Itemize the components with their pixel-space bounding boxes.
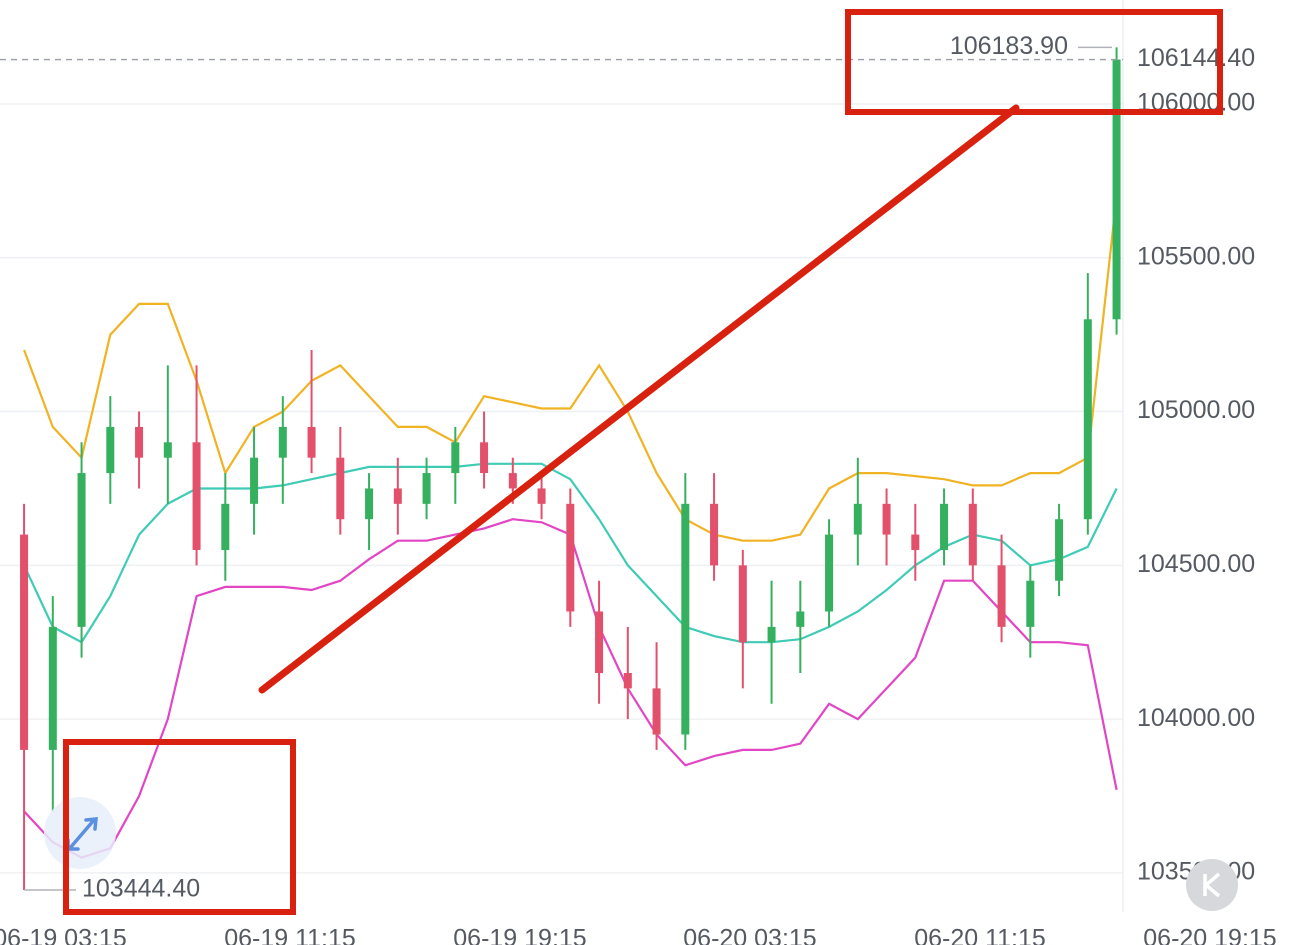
candle-body [135, 426, 144, 458]
x-tick-label: 06-20 19:15 [1143, 925, 1276, 945]
annotation-line [258, 104, 1020, 694]
candle-body [767, 626, 776, 643]
candle-body [1026, 580, 1035, 627]
max-label: 106183.90 [950, 32, 1068, 60]
candle-body [681, 503, 690, 735]
x-tick-label: 06-20 03:15 [683, 925, 816, 945]
highlight-box [845, 9, 1223, 115]
candle-body [480, 442, 489, 474]
candle-body [623, 673, 632, 689]
candle-body [336, 457, 345, 520]
candle-body [1083, 319, 1092, 520]
highlight-box [63, 739, 296, 915]
candle-body [882, 503, 891, 535]
y-tick-label: 105000.00 [1137, 396, 1255, 424]
band-line [23, 196, 1118, 542]
band-line [23, 462, 1118, 644]
candle-body [250, 457, 259, 504]
y-tick-label: 105500.00 [1137, 242, 1255, 270]
candle-body [422, 473, 431, 504]
x-tick-label: 06-19 11:15 [224, 925, 356, 945]
candle-body [307, 426, 316, 458]
candle-body [825, 534, 834, 612]
candle-body [710, 503, 719, 566]
candle-body [106, 426, 115, 474]
candle-body [796, 611, 805, 627]
candles [20, 47, 1121, 891]
candle-body [278, 426, 287, 458]
candle-body [566, 503, 575, 612]
x-tick-label: 06-19 03:15 [0, 925, 127, 945]
k-icon [1203, 872, 1221, 898]
candle-body [77, 473, 86, 627]
candle-body [537, 488, 546, 504]
candle-body [20, 534, 29, 750]
grid [0, 103, 1123, 874]
candle-body [1055, 519, 1064, 581]
candle-body [911, 534, 920, 550]
min-label: 103444.40 [82, 875, 200, 903]
candle-body [393, 488, 402, 504]
candle-body [940, 503, 949, 550]
candle-body [451, 442, 460, 474]
candle-body [738, 565, 747, 643]
x-tick-label: 06-20 11:15 [914, 925, 1046, 945]
k-button[interactable] [1186, 859, 1238, 911]
candle-body [1112, 59, 1121, 320]
candle-body [48, 626, 57, 750]
candle-body [652, 688, 661, 735]
y-tick-label: 104500.00 [1137, 550, 1255, 578]
candle-body [192, 442, 201, 550]
candle-body [595, 611, 604, 674]
expand-button[interactable] [44, 797, 116, 869]
candle-body [365, 488, 374, 520]
candle-body [853, 503, 862, 535]
last-price-label: 106144.40 [1137, 44, 1255, 72]
candle-body [968, 503, 977, 566]
candle-body [508, 473, 517, 489]
candle-body [163, 442, 172, 458]
y-tick-label: 104000.00 [1137, 704, 1255, 732]
x-tick-label: 06-19 19:15 [453, 925, 586, 945]
candle-body [997, 565, 1006, 627]
candle-body [221, 503, 230, 550]
